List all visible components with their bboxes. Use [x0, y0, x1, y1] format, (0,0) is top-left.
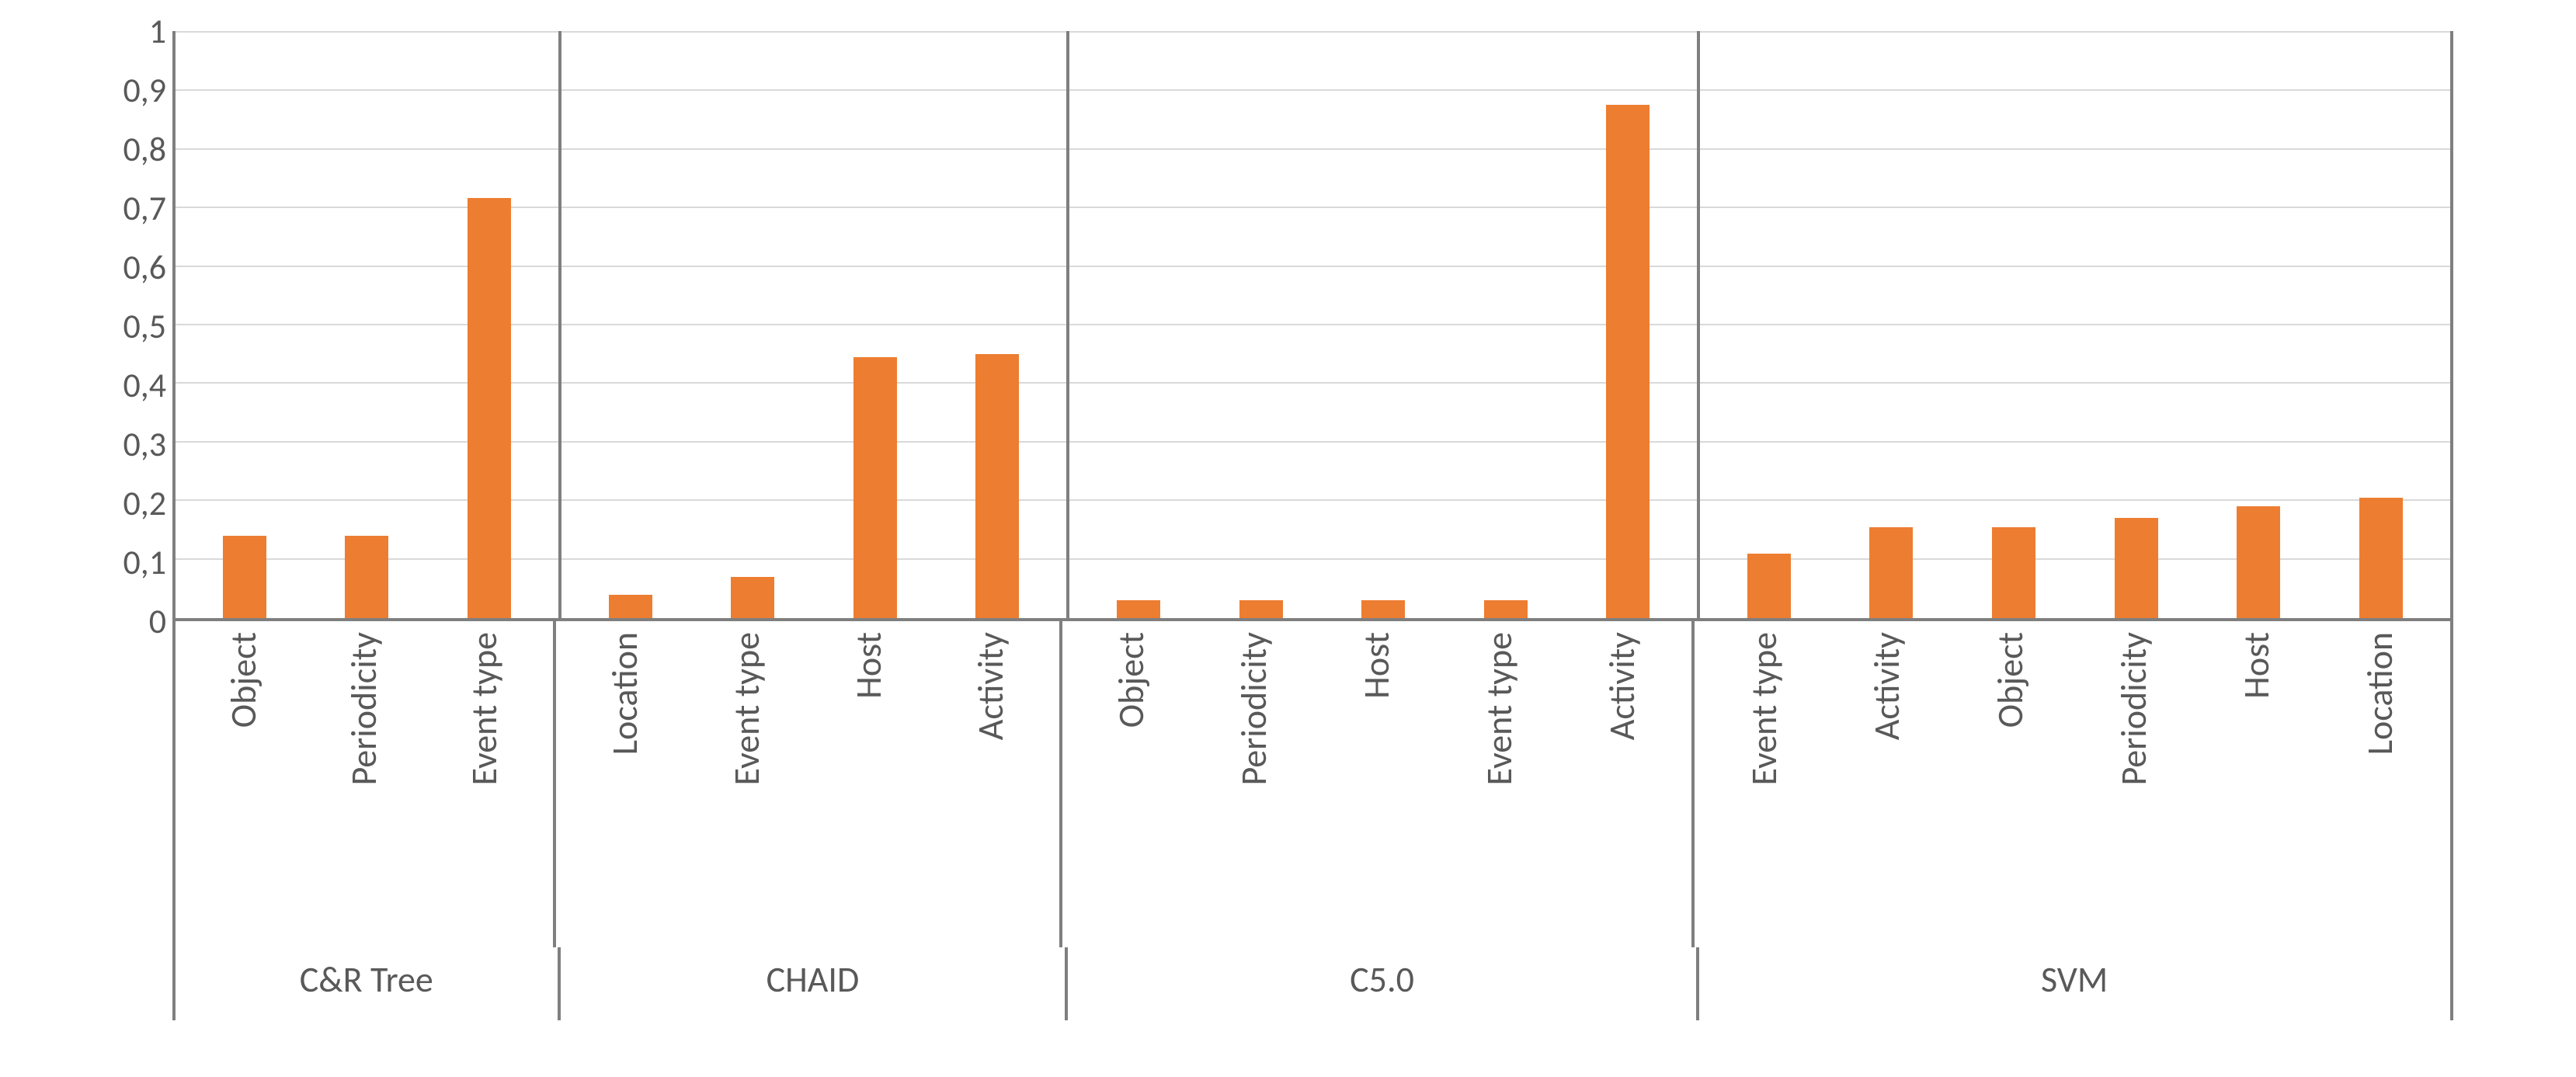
- x-label-group: Object Periodicity Event type: [172, 621, 553, 947]
- bar: [2115, 518, 2158, 618]
- x-label-slot: Event type: [1438, 632, 1561, 947]
- bar: [1239, 600, 1283, 618]
- bar: [853, 357, 897, 618]
- bar: [731, 577, 774, 618]
- bar-slot: [814, 31, 937, 618]
- x-label-slot: Host: [2195, 632, 2319, 947]
- x-items: Object Periodicity Event type: [176, 621, 553, 947]
- x-label-slot: Location: [2319, 632, 2442, 947]
- bar-slot: [937, 31, 1059, 618]
- bar-group: [1066, 31, 1697, 618]
- group-label: SVM: [1696, 947, 2453, 1020]
- bar-slot: [1322, 31, 1444, 618]
- bar-slot: [2075, 31, 2198, 618]
- bar-slot: [1444, 31, 1567, 618]
- x-label: Object: [1110, 632, 1153, 732]
- bar-slot: [2197, 31, 2320, 618]
- bar-slot: [2320, 31, 2442, 618]
- bar: [2359, 498, 2403, 618]
- bar: [2237, 506, 2280, 618]
- x-label-group: Location Event type Host Activity: [553, 621, 1059, 947]
- x-label-slot: Activity: [1826, 632, 1949, 947]
- x-label-group: Event type Activity Object Periodicity Host L…: [1691, 621, 2453, 947]
- x-label: Periodicity: [342, 632, 386, 790]
- bar: [975, 354, 1019, 618]
- bars-container: [172, 31, 2453, 618]
- x-label-group: Object Periodicity Host Event type Activity: [1059, 621, 1691, 947]
- bar: [1747, 554, 1791, 618]
- x-label: Object: [222, 632, 266, 732]
- x-label: Periodicity: [1232, 632, 1276, 790]
- x-label: Host: [2235, 632, 2279, 704]
- bar-slot: [1077, 31, 1200, 618]
- bar-group: [558, 31, 1066, 618]
- bar-slot: [1200, 31, 1323, 618]
- plot-column: ObjectPeriodicityEvent typeLocationEvent…: [172, 31, 2453, 1020]
- bar-slot: [1830, 31, 1953, 618]
- bar-slot: [1708, 31, 1830, 618]
- group-label: CHAID: [558, 947, 1066, 1020]
- bar: [468, 198, 511, 618]
- x-label-slot: Activity: [1561, 632, 1684, 947]
- bar-slot: [428, 31, 551, 618]
- x-label: Event type: [725, 632, 769, 790]
- x-items: Object Periodicity Host Event type Activity: [1062, 621, 1691, 947]
- x-label-slot: Event type: [686, 632, 808, 947]
- x-label: Periodicity: [2112, 632, 2156, 790]
- bar-group: [1697, 31, 2453, 618]
- x-label-slot: Activity: [930, 632, 1052, 947]
- x-label: Location: [2359, 632, 2402, 759]
- x-label-slot: Host: [1316, 632, 1438, 947]
- x-label: Activity: [1865, 632, 1909, 745]
- bar-slot: [1566, 31, 1689, 618]
- chart-body: 00,10,20,30,40,50,60,70,80,91 Object Peri…: [123, 31, 2453, 1020]
- x-label-slot: Object: [1949, 632, 2073, 947]
- x-label-slot: Event type: [1702, 632, 1826, 947]
- x-label: Activity: [969, 632, 1013, 745]
- bar-slot: [306, 31, 429, 618]
- bar: [1117, 600, 1160, 618]
- bar: [1484, 600, 1528, 618]
- bar: [223, 536, 266, 618]
- x-label: Activity: [1601, 632, 1644, 745]
- bar: [1869, 527, 1913, 618]
- bar-group: [172, 31, 558, 618]
- bar-slot: [1952, 31, 2075, 618]
- x-label: Event type: [1478, 632, 1521, 790]
- x-item-labels: ObjectPeriodicityEvent typeLocationEvent…: [172, 621, 2453, 947]
- x-label: Event type: [463, 632, 506, 790]
- x-label-slot: Periodicity: [2072, 632, 2195, 947]
- x-label: Event type: [1743, 632, 1786, 790]
- group-label: C&R Tree: [172, 947, 557, 1020]
- group-label: C5.0: [1065, 947, 1695, 1020]
- bar: [1606, 105, 1650, 619]
- y-axis: 00,10,20,30,40,50,60,70,80,91: [123, 31, 173, 621]
- bar-slot: [183, 31, 306, 618]
- bar: [609, 595, 652, 618]
- x-label-slot: Location: [564, 632, 686, 947]
- bar: [345, 536, 388, 618]
- plot-area: [172, 31, 2453, 621]
- x-label: Host: [1355, 632, 1399, 704]
- bar: [1992, 527, 2035, 618]
- x-items: Event type Activity Object Periodicity Host L…: [1695, 621, 2449, 947]
- x-group-labels: C&R TreeCHAIDC5.0SVM: [172, 947, 2453, 1020]
- x-items: Location Event type Host Activity: [556, 621, 1059, 947]
- x-label-slot: Object: [1070, 632, 1193, 947]
- bar: [1361, 600, 1405, 618]
- x-label-slot: Object: [183, 632, 304, 947]
- x-label-slot: Periodicity: [304, 632, 424, 947]
- x-label: Object: [1989, 632, 2032, 732]
- x-label: Host: [847, 632, 891, 704]
- bar-slot: [569, 31, 692, 618]
- x-label: Location: [603, 632, 647, 759]
- x-label-slot: Periodicity: [1193, 632, 1316, 947]
- x-label-slot: Event type: [425, 632, 545, 947]
- x-label-slot: Host: [808, 632, 930, 947]
- feature-importance-chart: 00,10,20,30,40,50,60,70,80,91 Object Peri…: [123, 31, 2453, 1020]
- bar-slot: [691, 31, 814, 618]
